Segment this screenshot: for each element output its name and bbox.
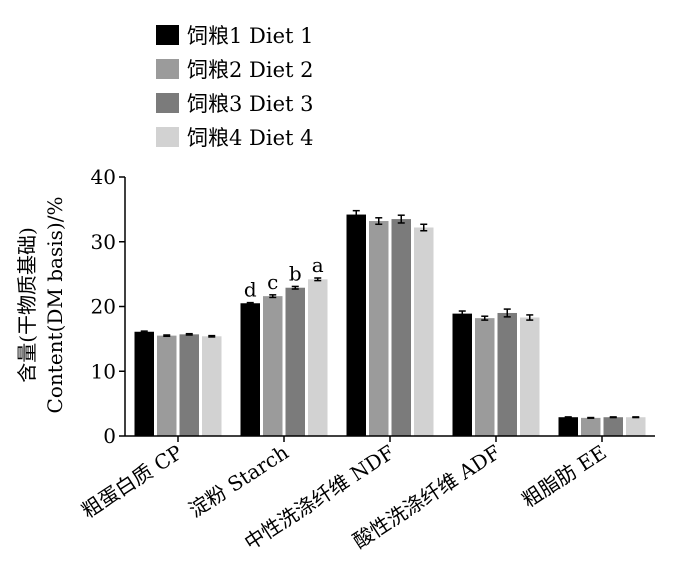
error-bar-1-1 (140, 330, 148, 334)
legend-swatch-1 (156, 25, 179, 45)
error-bar-3-3 (397, 214, 405, 224)
error-bar-3-2 (291, 285, 299, 290)
y-axis-label-zh: 含量(干物质基础) (15, 227, 39, 383)
bar-2-4 (475, 318, 495, 436)
legend-label-1: 饲粮1 Diet 1 (187, 24, 314, 48)
y-tick-label-1: 0 (103, 424, 116, 448)
bar-2-1 (157, 335, 177, 436)
error-bar-3-1 (185, 332, 193, 336)
error-bar-1-5 (564, 416, 572, 419)
error-bar-1-3 (352, 209, 360, 220)
error-bar-3-5 (609, 416, 617, 419)
legend-swatch-3 (156, 93, 179, 113)
bar-3-2 (285, 287, 305, 436)
y-tick-label-4: 30 (91, 230, 116, 254)
bar-1-4 (452, 313, 472, 436)
legend-swatch-4 (156, 127, 179, 147)
error-bar-2-1 (163, 334, 171, 338)
error-bar-2-3 (375, 217, 383, 226)
y-ticks: 0 10 20 30 40 (91, 165, 125, 448)
error-bar-4-5 (632, 416, 640, 419)
y-axis-label-en: Content(DM basis)/% (43, 197, 67, 414)
bar-4-5 (626, 417, 646, 436)
bar-3-5 (603, 417, 623, 436)
x-tick-label-5: 粗脂肪 EE (518, 440, 611, 512)
error-bar-4-3 (420, 223, 428, 232)
bar-1-1 (134, 331, 154, 436)
error-bar-2-2 (269, 294, 277, 299)
bar-2-5 (581, 417, 601, 436)
bar-4-1 (202, 336, 222, 436)
error-bar-2-4 (481, 315, 489, 321)
bar-1-2 (240, 303, 260, 436)
bar-3-4 (497, 312, 517, 436)
significance-label-3-2: b (289, 261, 302, 285)
legend-label-4: 饲粮4 Diet 4 (187, 126, 314, 150)
error-bar-1-4 (458, 310, 466, 317)
bar-3-1 (179, 334, 199, 436)
error-bar-1-2 (246, 301, 254, 305)
bar-4-3 (414, 227, 434, 436)
legend: 饲粮1 Diet 1 饲粮2 Diet 2 饲粮3 Diet 3 饲粮4 Diet 4 (156, 24, 314, 150)
y-axis-title: 含量(干物质基础) Content(DM basis)/% (15, 197, 67, 414)
y-tick-label-3: 20 (91, 295, 116, 319)
error-bar-4-4 (526, 314, 534, 321)
bar-1-5 (558, 417, 578, 436)
error-bar-4-2 (314, 277, 322, 282)
y-tick-label-5: 40 (91, 165, 116, 189)
legend-swatch-2 (156, 59, 179, 79)
bar-2-3 (369, 221, 389, 436)
bar-1-3 (346, 214, 366, 436)
legend-label-3: 饲粮3 Diet 3 (187, 92, 314, 116)
x-tick-label-1: 粗蛋白质 CP (77, 440, 187, 523)
error-bar-4-1 (208, 334, 216, 338)
significance-label-1-2: d (244, 278, 257, 302)
error-bar-3-4 (503, 308, 511, 318)
bar-4-2 (308, 279, 328, 436)
significance-label-4-2: a (312, 253, 324, 277)
error-bar-2-5 (587, 416, 595, 419)
bar-2-2 (263, 296, 283, 436)
significance-label-2-2: c (267, 270, 278, 294)
bar-3-3 (391, 219, 411, 436)
bar-4-4 (520, 317, 540, 436)
legend-label-2: 饲粮2 Diet 2 (187, 58, 314, 82)
y-tick-label-2: 10 (91, 359, 116, 383)
